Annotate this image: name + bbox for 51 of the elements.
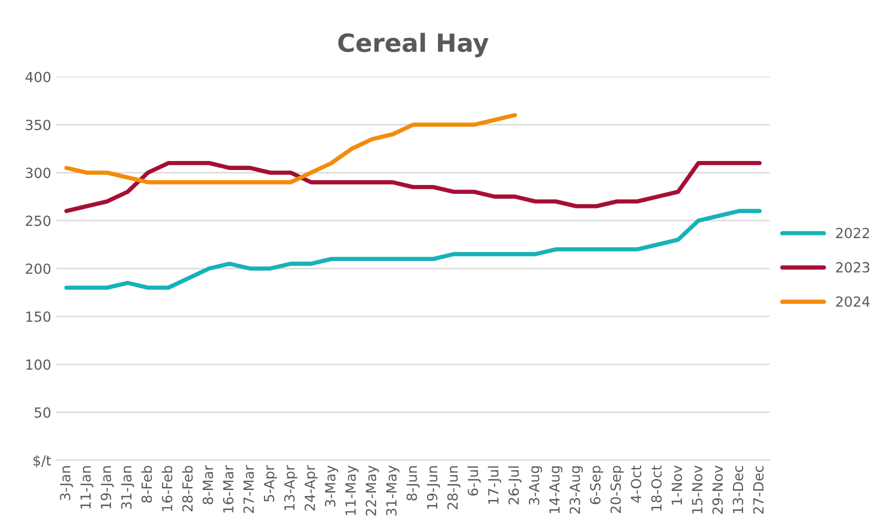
x-tick-label: 19-Jan bbox=[100, 466, 114, 508]
y-tick-label: $/t bbox=[34, 454, 52, 468]
line-series bbox=[64, 160, 762, 214]
y-tick-label: 250 bbox=[26, 216, 50, 226]
x-tick-label: 31-Jan bbox=[121, 466, 134, 509]
chart-title: Cereal Hay bbox=[338, 32, 489, 58]
x-tick-label: 15-Nov bbox=[692, 466, 702, 514]
x-tick-label: 8-Mar bbox=[202, 465, 214, 504]
y-tick-label: 300 bbox=[26, 168, 50, 178]
x-tick-label: 3-May bbox=[324, 466, 338, 507]
legend-label: 2023 bbox=[836, 262, 870, 273]
x-tick-label: 1-Nov bbox=[672, 466, 682, 505]
x-tick-label: 27-Dec bbox=[753, 466, 764, 514]
y-tick-label: 400 bbox=[26, 72, 50, 82]
x-tick-label: 26-Jul bbox=[508, 466, 522, 504]
x-tick-label: 3-Jan bbox=[60, 466, 74, 500]
y-tick-label: 200 bbox=[26, 263, 50, 274]
x-tick-label: 5-Apr bbox=[264, 465, 277, 502]
y-tick-label: 150 bbox=[26, 311, 50, 322]
x-tick-label: 29-Nov bbox=[712, 466, 723, 514]
line-series bbox=[64, 113, 518, 184]
x-tick-label: 16-Mar bbox=[223, 465, 234, 512]
x-tick-label: 13-Dec bbox=[732, 466, 744, 514]
x-tick-label: 23-Aug bbox=[570, 466, 583, 514]
x-tick-label: 3-Aug bbox=[528, 466, 542, 505]
x-tick-label: 14-Aug bbox=[549, 466, 562, 514]
legend-label: 2022 bbox=[836, 228, 870, 238]
x-tick-label: 4-Oct bbox=[630, 465, 642, 503]
x-tick-label: 13-Apr bbox=[284, 465, 298, 510]
x-tick-label: 6-Jul bbox=[467, 466, 481, 496]
x-tick-label: 24-Apr bbox=[304, 465, 318, 510]
legend-label: 2024 bbox=[836, 296, 870, 307]
x-tick-label: 28-Feb bbox=[182, 466, 193, 512]
line-series bbox=[64, 208, 762, 290]
x-tick-label: 8-Feb bbox=[141, 466, 152, 503]
x-tick-label: 31-May bbox=[386, 466, 400, 516]
x-tick-label: 6-Sep bbox=[590, 466, 604, 504]
x-tick-label: 8-Jun bbox=[406, 466, 420, 500]
x-tick-label: 18-Oct bbox=[651, 465, 662, 511]
x-tick-label: 11-Jan bbox=[80, 466, 94, 508]
y-tick-label: 50 bbox=[34, 407, 50, 418]
x-tick-label: 22-May bbox=[366, 466, 379, 516]
y-tick-label: 350 bbox=[26, 120, 50, 130]
x-tick-label: 16-Feb bbox=[162, 466, 172, 511]
x-tick-label: 20-Sep bbox=[610, 466, 624, 513]
x-tick-label: 11-May bbox=[346, 466, 359, 515]
y-tick-label: 100 bbox=[26, 359, 50, 370]
x-tick-label: 28-Jun bbox=[447, 466, 460, 510]
x-tick-label: 17-Jul bbox=[488, 466, 502, 504]
x-tick-label: 27-Mar bbox=[243, 465, 254, 513]
x-tick-label: 19-Jun bbox=[426, 466, 440, 509]
